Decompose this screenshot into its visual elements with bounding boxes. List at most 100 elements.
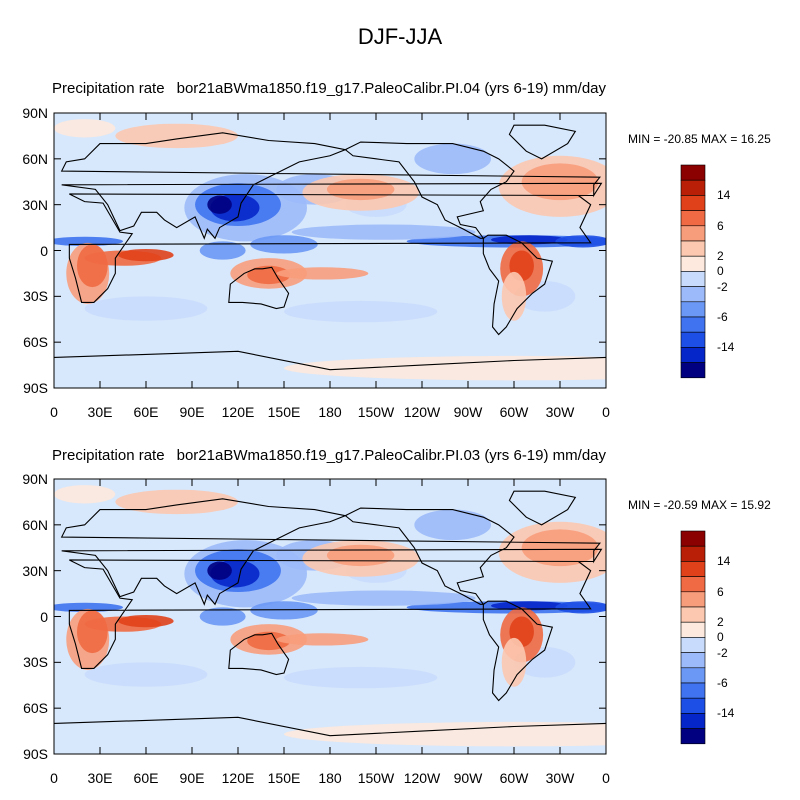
colorbar-label: -6 bbox=[717, 676, 728, 690]
x-tick-label: 60W bbox=[499, 770, 529, 786]
anomaly-region bbox=[84, 296, 208, 321]
x-tick-label: 150E bbox=[267, 404, 301, 420]
y-tick-label: 30N bbox=[22, 562, 48, 579]
precip-field-2 bbox=[54, 479, 606, 754]
anomaly-region bbox=[284, 666, 438, 689]
colorbar-segment bbox=[680, 286, 706, 303]
anomaly-region bbox=[118, 614, 174, 628]
x-tick-label: 60E bbox=[133, 770, 159, 786]
anomaly-region bbox=[54, 602, 123, 612]
y-tick-label: 30S bbox=[23, 654, 48, 671]
colorbar-label: -6 bbox=[717, 310, 728, 324]
coastline bbox=[54, 350, 606, 371]
x-tick-label: 0 bbox=[602, 770, 610, 786]
x-tick-label: 180 bbox=[318, 404, 342, 420]
anomaly-region bbox=[501, 271, 527, 321]
y-tick-label: 90S bbox=[23, 380, 48, 396]
colorbar-segment bbox=[680, 728, 706, 745]
colorbar-label: -2 bbox=[717, 279, 728, 294]
colorbar-segment bbox=[680, 331, 706, 348]
anomaly-region bbox=[207, 561, 232, 580]
anomaly-region bbox=[284, 721, 606, 747]
colorbar-label: 6 bbox=[717, 584, 724, 599]
coastline bbox=[60, 132, 603, 240]
colorbar-segment bbox=[680, 240, 706, 257]
x-tick-label: 0 bbox=[50, 770, 58, 786]
anomaly-region bbox=[284, 355, 606, 381]
x-tick-label: 60E bbox=[133, 404, 159, 420]
colorbar-segment bbox=[680, 576, 706, 593]
x-tick-label: 150W bbox=[357, 404, 395, 420]
colorbar-segment bbox=[680, 697, 706, 714]
colorbar-segment bbox=[680, 301, 706, 318]
colorbar-segment bbox=[680, 347, 706, 363]
x-tick-label: 0 bbox=[50, 404, 58, 420]
colorbar-2 bbox=[680, 530, 706, 745]
anomaly-region bbox=[54, 485, 116, 504]
x-tick-label: 120E bbox=[221, 404, 255, 420]
x-tick-label: 90E bbox=[179, 404, 205, 420]
colorbar-segment bbox=[680, 637, 706, 653]
colorbar-label: -14 bbox=[717, 706, 735, 721]
colorbar-label: 6 bbox=[717, 218, 724, 233]
anomaly-region bbox=[199, 607, 246, 626]
anomaly-region bbox=[54, 236, 123, 246]
colorbar-segment bbox=[680, 195, 706, 211]
coastline bbox=[344, 507, 515, 605]
anomaly-region bbox=[276, 633, 369, 646]
colorbar-segment bbox=[680, 210, 706, 227]
coastline bbox=[482, 234, 554, 336]
anomaly-region bbox=[207, 195, 232, 214]
anomaly-region bbox=[250, 601, 318, 620]
precip-field-1 bbox=[54, 113, 606, 388]
colorbar-segment bbox=[680, 362, 706, 379]
anomaly-region bbox=[326, 178, 395, 201]
anomaly-region bbox=[84, 662, 208, 687]
coastline bbox=[228, 632, 290, 676]
x-tick-label: 30E bbox=[87, 404, 113, 420]
colorbar-label: 14 bbox=[717, 188, 731, 203]
colorbar-label: 2 bbox=[717, 615, 724, 630]
coastline bbox=[508, 490, 577, 526]
x-tick-label: 30W bbox=[545, 770, 575, 786]
x-tick-label: 120W bbox=[403, 404, 441, 420]
x-tick-label: 90W bbox=[453, 770, 483, 786]
x-tick-label: 30W bbox=[545, 404, 575, 420]
colorbar-segment bbox=[680, 164, 706, 181]
anomaly-region bbox=[77, 244, 108, 288]
colorbar-segment bbox=[680, 652, 706, 669]
anomaly-region bbox=[115, 123, 238, 149]
y-tick-label: 30S bbox=[23, 288, 48, 305]
anomaly-region bbox=[118, 248, 174, 262]
panel-2-left-title: Precipitation rate bbox=[52, 447, 165, 464]
y-tick-label: 60N bbox=[22, 516, 48, 533]
colorbar-segment bbox=[680, 682, 706, 699]
x-tick-label: 150E bbox=[267, 770, 301, 786]
colorbar-label: -14 bbox=[717, 340, 735, 355]
colorbar-segment bbox=[680, 713, 706, 729]
y-tick-label: 90N bbox=[22, 105, 48, 121]
colorbar-segment bbox=[680, 271, 706, 287]
panel-2-right-title: bor21aBWma1850.f19_g17.PaleoCalibr.PI.03… bbox=[176, 447, 606, 464]
x-tick-label: 180 bbox=[318, 770, 342, 786]
map-panel-2 bbox=[53, 478, 706, 755]
colorbar-label: 2 bbox=[717, 249, 724, 264]
colorbar-segment bbox=[680, 225, 706, 242]
colorbar-segment bbox=[680, 530, 706, 547]
figure-title: DJF-JJA bbox=[357, 24, 443, 49]
anomaly-region bbox=[414, 143, 491, 175]
panel-1-stats: MIN = -20.85 MAX = 16.25 bbox=[628, 132, 771, 146]
colorbar-label: 14 bbox=[717, 554, 731, 569]
map-panel-1 bbox=[53, 112, 706, 389]
colorbar-segment bbox=[680, 606, 706, 623]
anomaly-region bbox=[291, 590, 476, 606]
x-tick-label: 120W bbox=[403, 770, 441, 786]
colorbar-label: -2 bbox=[717, 645, 728, 660]
colorbar-segment bbox=[680, 621, 706, 638]
coastline bbox=[228, 266, 290, 310]
x-tick-label: 90E bbox=[179, 770, 205, 786]
colorbar-label: 0 bbox=[717, 630, 724, 645]
coastline bbox=[54, 716, 606, 737]
anomaly-region bbox=[291, 224, 476, 240]
anomaly-region bbox=[77, 610, 108, 654]
